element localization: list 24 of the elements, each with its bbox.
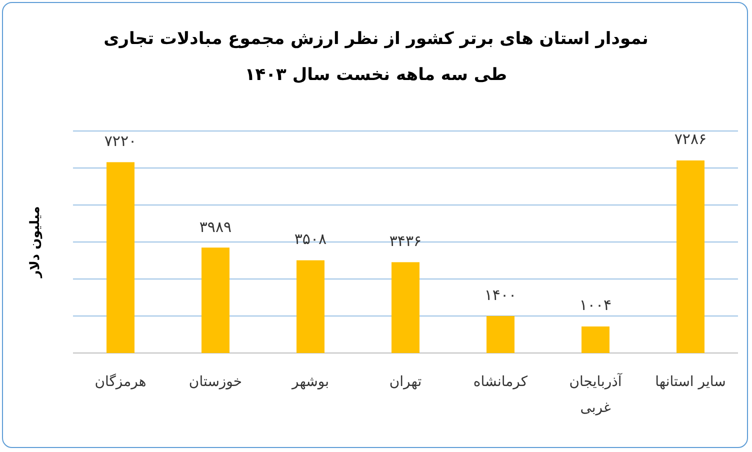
data-label: ۷۲۲۰ xyxy=(103,132,138,150)
bar xyxy=(486,316,514,353)
chart-subtitle: طی سه ماهه نخست سال ۱۴۰۳ xyxy=(244,65,508,85)
data-label: ۳۴۳۶ xyxy=(388,232,423,250)
data-label: ۳۹۸۹ xyxy=(198,218,233,236)
bar xyxy=(202,248,230,353)
x-tick-label: بوشهر xyxy=(290,373,330,392)
bar xyxy=(392,262,420,353)
bar xyxy=(296,260,324,353)
bar xyxy=(106,162,134,353)
x-tick-label: هرمزگان xyxy=(94,372,148,392)
x-tick-label: کرمانشاه xyxy=(472,373,529,392)
data-label: ۱۰۰۴ xyxy=(578,296,613,314)
y-axis-title: میلیون دلار xyxy=(28,206,43,279)
data-label: ۱۴۰۰ xyxy=(483,286,518,304)
x-tick-label: سایر استانها xyxy=(654,373,726,392)
data-label: ۷۲۸۶ xyxy=(673,130,708,148)
x-tick-label: خوزستان xyxy=(188,373,244,392)
data-label: ۳۵۰۸ xyxy=(293,230,328,248)
bar xyxy=(582,326,610,353)
bar xyxy=(676,160,704,353)
x-tick-label: آذربایجان غربی xyxy=(568,372,624,418)
x-tick-label: تهران xyxy=(388,373,423,392)
chart-title: نمودار استان های برتر کشور از نظر ارزش مجموع مبادلات تجاری xyxy=(102,29,650,49)
